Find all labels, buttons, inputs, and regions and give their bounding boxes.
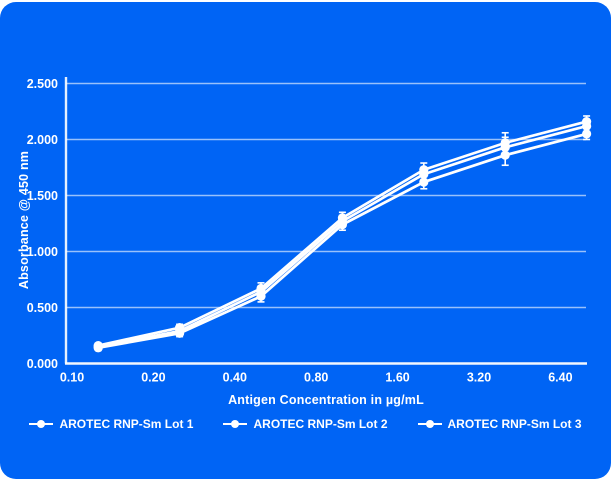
data-point-marker	[419, 177, 429, 187]
x-tick-label: 0.10	[60, 371, 84, 385]
x-tick-label: 0.40	[223, 371, 247, 385]
legend-item: AROTEC RNP-Sm Lot 2	[223, 417, 388, 431]
y-tick-label: 2.000	[27, 133, 58, 147]
data-point-marker	[500, 150, 510, 160]
data-point-marker	[500, 142, 510, 152]
legend-label: AROTEC RNP-Sm Lot 1	[59, 417, 194, 431]
legend-line-dot-icon	[223, 419, 248, 429]
legend-line-dot-icon	[29, 419, 54, 429]
data-point-marker	[582, 121, 592, 131]
x-tick-label: 3.20	[467, 371, 491, 385]
x-tick-label: 6.40	[548, 371, 572, 385]
data-point-marker	[93, 343, 103, 353]
series-line	[96, 124, 588, 349]
data-point-marker	[175, 328, 185, 338]
x-tick-label: 0.80	[304, 371, 328, 385]
x-tick-label: 0.20	[141, 371, 165, 385]
data-point-marker	[337, 220, 348, 230]
y-axis-title: Absorbance @ 450 nm	[17, 150, 31, 290]
legend-item: AROTEC RNP-Sm Lot 3	[417, 417, 582, 431]
legend-item: AROTEC RNP-Sm Lot 1	[29, 417, 193, 431]
y-tick-label: 1.500	[27, 189, 58, 203]
x-tick-label: 1.60	[385, 371, 409, 385]
legend: AROTEC RNP-Sm Lot 1 AROTEC RNP-Sm Lot 2 AR…	[0, 417, 611, 431]
x-axis-title: Antigen Concentration in µg/mL	[228, 393, 424, 407]
series-line	[96, 132, 588, 350]
y-tick-label: 1.000	[27, 245, 58, 259]
legend-label: AROTEC RNP-Sm Lot 3	[447, 417, 582, 431]
y-tick-label: 0.000	[27, 357, 58, 371]
y-tick-label: 2.500	[27, 77, 58, 91]
legend-line-dot-icon	[417, 419, 442, 429]
series-line	[96, 120, 588, 347]
y-tick-label: 0.500	[27, 301, 58, 315]
data-point-marker	[419, 169, 429, 179]
legend-label: AROTEC RNP-Sm Lot 2	[253, 417, 388, 431]
data-point-marker	[256, 291, 266, 301]
data-point-marker	[582, 129, 592, 139]
